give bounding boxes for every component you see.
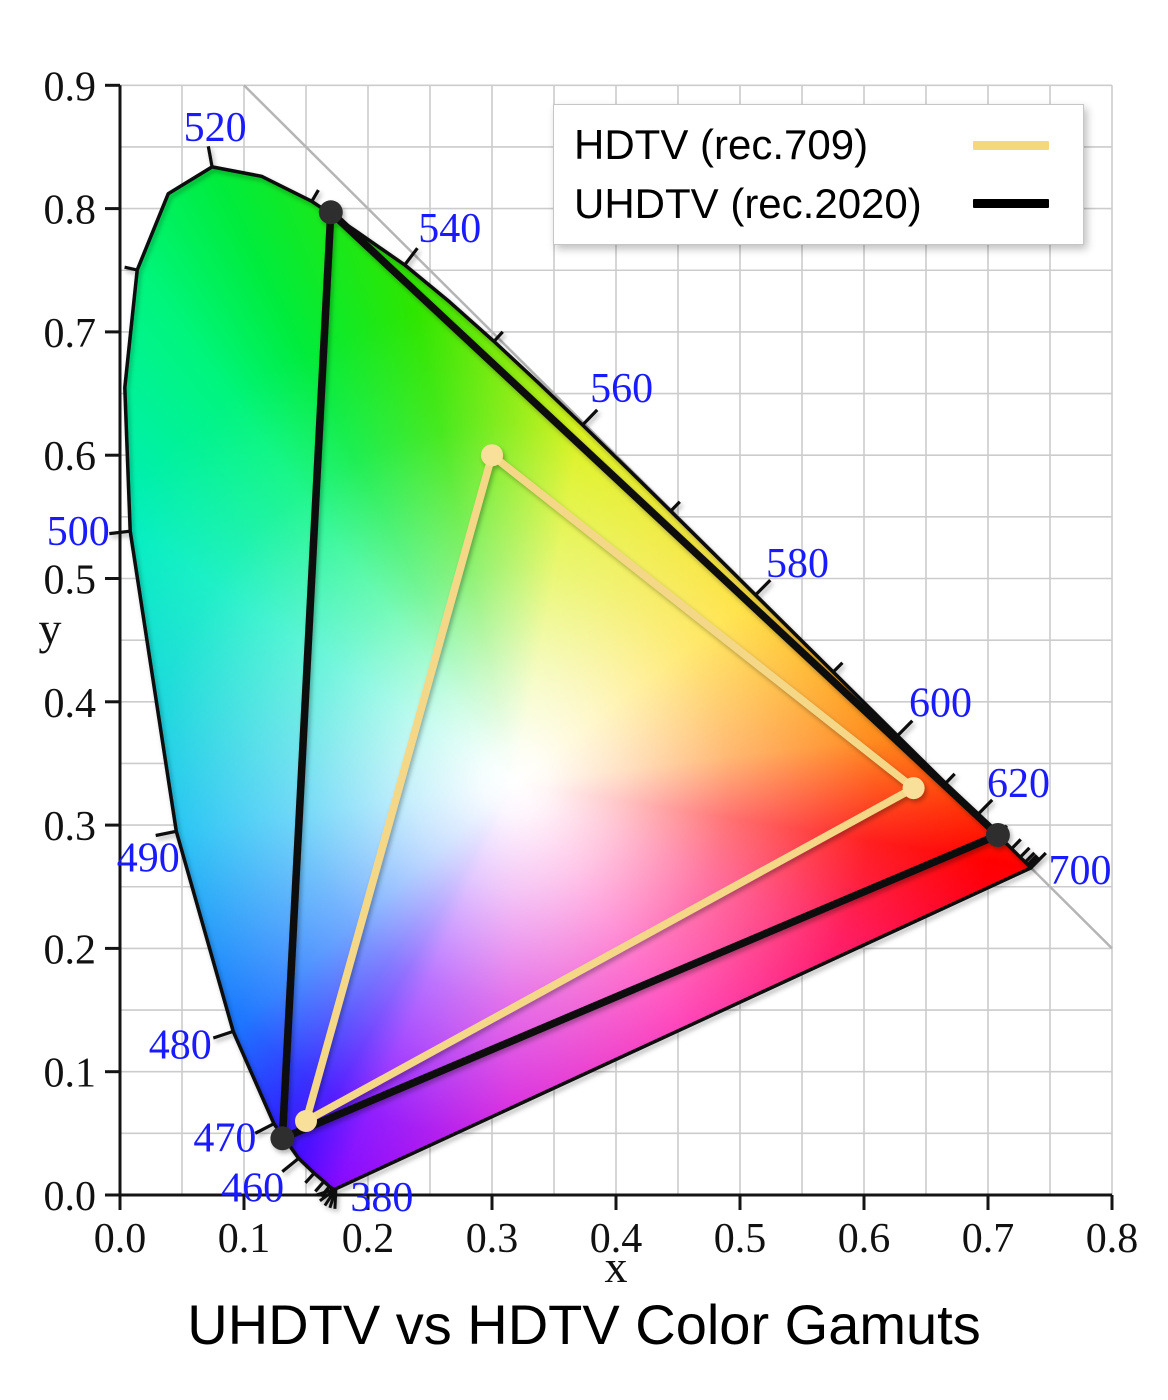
legend-swatch-hdtv — [973, 140, 1049, 150]
wavelength-tick-490 — [155, 829, 177, 838]
gamut-triangle-hdtv-rec-709 — [302, 451, 918, 1125]
x-axis-tick-label: 0.8 — [1086, 1216, 1139, 1262]
wavelength-tick-450 — [304, 1172, 316, 1184]
wavelength-tick-500 — [109, 529, 131, 536]
x-axis-tick-label: 0.5 — [714, 1216, 767, 1262]
wavelength-label-540: 540 — [418, 206, 481, 252]
wavelength-tick-580 — [754, 578, 772, 597]
wavelength-tick-550 — [492, 330, 504, 343]
y-axis-tick-label: 0.9 — [44, 64, 97, 110]
gamut-vertex-dot-uhdtv-rec-2020 — [270, 1126, 295, 1151]
x-axis-tick-label: 0.3 — [466, 1216, 519, 1262]
gamut-vertex-dot-hdtv-rec-709 — [295, 1110, 317, 1132]
y-axis-title: y — [38, 603, 62, 654]
y-axis-tick-label: 0.0 — [44, 1174, 97, 1220]
wavelength-label-480: 480 — [149, 1022, 212, 1068]
wavelength-tick-480 — [212, 1029, 234, 1040]
wavelength-label-490: 490 — [117, 835, 180, 881]
wavelength-tick-660 — [1024, 851, 1036, 864]
wavelength-tick-460 — [281, 1157, 300, 1173]
wavelength-tick-650 — [1019, 846, 1031, 859]
y-axis-tick-label: 0.8 — [44, 188, 97, 234]
wavelength-label-700: 700 — [1049, 848, 1112, 894]
x-axis-tick-label: 0.0 — [94, 1216, 147, 1262]
legend-swatch-uhdtv — [973, 199, 1049, 209]
x-axis-tick-label: 0.7 — [962, 1216, 1015, 1262]
wavelength-tick-560 — [581, 408, 599, 427]
legend-label-hdtv: HDTV (rec.709) — [574, 121, 869, 169]
legend-item-hdtv: HDTV (rec.709) — [574, 121, 1063, 169]
wavelength-tick-540 — [403, 247, 419, 266]
wavelength-label-470: 470 — [193, 1116, 256, 1162]
wavelength-tick-380-fan — [333, 1188, 338, 1209]
gamut-vertex-dot-hdtv-rec-709 — [481, 444, 503, 467]
wavelength-label-600: 600 — [909, 681, 972, 727]
wavelength-tick-590 — [832, 661, 844, 674]
gamut-vertex-dot-hdtv-rec-709 — [902, 777, 925, 800]
chart-title: UHDTV vs HDTV Color Gamuts — [187, 1293, 981, 1356]
wavelength-label-460: 460 — [221, 1165, 284, 1211]
x-axis-title: x — [604, 1241, 628, 1292]
legend-item-uhdtv: UHDTV (rec.2020) — [574, 180, 1063, 228]
wavelength-label-500: 500 — [47, 509, 110, 555]
gamut-vertex-dot-uhdtv-rec-2020 — [985, 823, 1010, 847]
wavelength-tick-700 — [1029, 851, 1047, 870]
wavelength-label-580: 580 — [766, 541, 829, 587]
wavelength-label-560: 560 — [590, 366, 653, 412]
y-axis-tick-label: 0.3 — [44, 804, 97, 850]
wavelength-tick-570 — [669, 500, 681, 513]
wavelength-tick-470 — [254, 1122, 275, 1135]
y-axis-tick-label: 0.6 — [44, 434, 97, 480]
wavelength-tick-670 — [1026, 854, 1038, 866]
wavelength-label-520: 520 — [184, 105, 247, 151]
spectral-locus-outline — [123, 165, 1033, 1191]
y-axis-tick-label: 0.2 — [44, 927, 97, 973]
y-axis-tick-label: 0.1 — [44, 1051, 97, 1097]
wavelength-label-620: 620 — [987, 761, 1050, 807]
x-axis-tick-label: 0.2 — [342, 1216, 395, 1262]
wavelength-label-380: 380 — [350, 1175, 413, 1221]
wavelength-tick-680 — [1028, 855, 1040, 868]
legend-label-uhdtv: UHDTV (rec.2020) — [574, 179, 922, 227]
gamut-triangle-uhdtv-rec-2020 — [278, 208, 1002, 1143]
gamut-vertex-dot-uhdtv-rec-2020 — [318, 200, 343, 225]
wavelength-tick-620 — [976, 798, 994, 817]
x-axis-tick-label: 0.6 — [838, 1216, 891, 1262]
y-axis-tick-label: 0.4 — [44, 681, 97, 727]
x-axis-tick-label: 0.1 — [218, 1216, 271, 1262]
wavelength-tick-530 — [310, 189, 320, 203]
legend: HDTV (rec.709) UHDTV (rec.2020) — [553, 104, 1084, 245]
y-axis-tick-label: 0.5 — [44, 558, 97, 604]
wavelength-tick-520 — [206, 146, 214, 168]
wavelength-tick-600 — [896, 719, 914, 737]
x-axis-tick-label: 0.4 — [590, 1216, 643, 1262]
y-axis-tick-label: 0.7 — [44, 311, 97, 357]
wavelength-tick-440 — [314, 1180, 326, 1193]
wavelength-tick-610 — [944, 772, 956, 785]
wavelength-tick-640 — [1010, 838, 1022, 850]
wavelength-tick-510 — [124, 265, 138, 272]
